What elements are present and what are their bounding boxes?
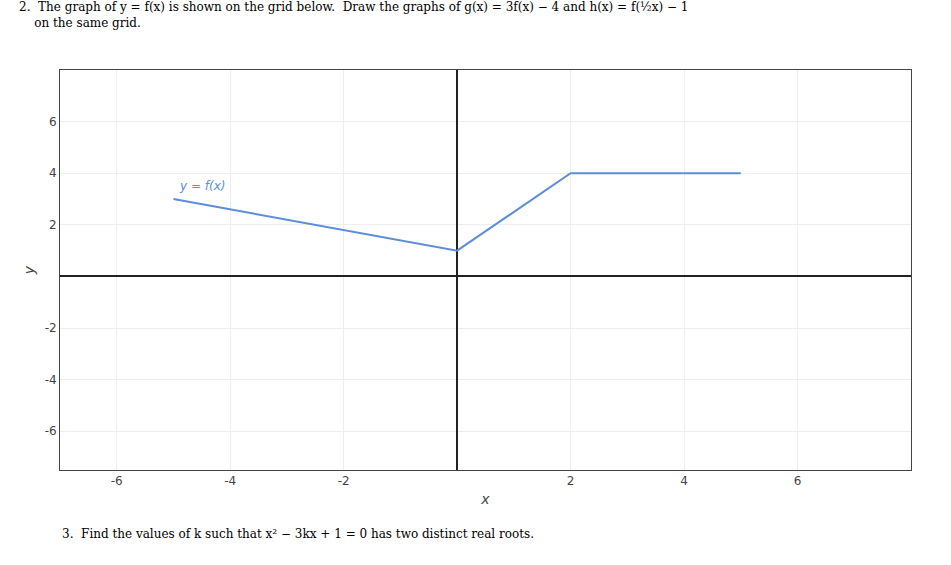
svg-text:-2: -2 bbox=[45, 321, 57, 335]
svg-text:2. The graph of y = f(x) is s: 2. The graph of y = f(x) is shown on the… bbox=[19, 0, 689, 30]
svg-text:-4: -4 bbox=[224, 474, 236, 488]
svg-text:-6: -6 bbox=[111, 474, 123, 488]
svg-text:y = f(x): y = f(x) bbox=[179, 179, 225, 193]
svg-text:6: 6 bbox=[794, 474, 802, 488]
svg-text:6: 6 bbox=[49, 115, 57, 129]
svg-text:2: 2 bbox=[567, 474, 575, 488]
svg-text:-6: -6 bbox=[45, 424, 57, 438]
svg-text:2: 2 bbox=[49, 218, 57, 232]
svg-text:4: 4 bbox=[680, 474, 688, 488]
svg-text:3. Find the values of k such: 3. Find the values of k such that x² − 3… bbox=[62, 527, 534, 541]
svg-text:x: x bbox=[480, 491, 490, 507]
svg-text:-2: -2 bbox=[338, 474, 350, 488]
svg-text:-4: -4 bbox=[45, 373, 57, 387]
svg-text:y: y bbox=[21, 265, 37, 275]
svg-text:4: 4 bbox=[49, 166, 57, 180]
